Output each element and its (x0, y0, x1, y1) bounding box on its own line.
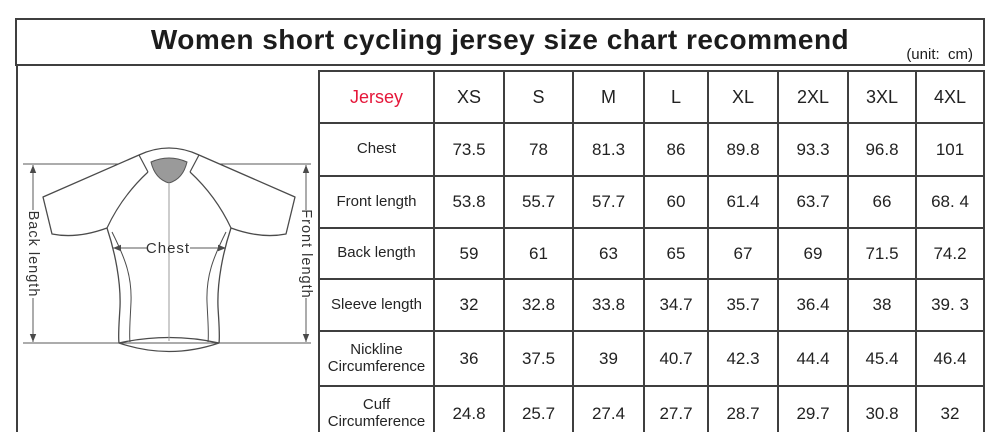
side-panel-seams (111, 231, 227, 343)
value-cell: 30.8 (847, 385, 917, 432)
value-cell: 39 (572, 330, 645, 387)
unit-note: (unit: cm) (906, 46, 973, 63)
value-cell: 78 (503, 122, 574, 177)
jersey-measurement-diagram: Back length Front length Chest (23, 147, 314, 353)
value-cell: 36.4 (777, 278, 849, 332)
value-cell: 37.5 (503, 330, 574, 387)
value-cell: 67 (707, 227, 779, 280)
page-title: Women short cycling jersey size chart re… (150, 24, 850, 55)
left-border-line (16, 64, 18, 432)
value-cell: 89.8 (707, 122, 779, 177)
size-header-s: S (503, 70, 574, 124)
size-header-xs: XS (433, 70, 505, 124)
front-length-label: Front length (298, 209, 314, 298)
value-cell: 65 (643, 227, 709, 280)
row-label: Back length (318, 227, 435, 280)
value-cell: 61 (503, 227, 574, 280)
title-box: Women short cycling jersey size chart re… (15, 18, 985, 66)
value-cell: 68. 4 (915, 175, 985, 229)
value-cell: 38 (847, 278, 917, 332)
table-row-front-length: Front length 53.8 55.7 57.7 60 61.4 63.7… (318, 175, 985, 229)
value-cell: 27.4 (572, 385, 645, 432)
chest-label: Chest (146, 240, 190, 257)
table-corner-label: Jersey (318, 70, 435, 124)
raglan-seams (106, 171, 232, 229)
value-cell: 93.3 (777, 122, 849, 177)
row-label: Front length (318, 175, 435, 229)
value-cell: 32.8 (503, 278, 574, 332)
value-cell: 45.4 (847, 330, 917, 387)
table-row-cuff-circumference: Cuff Circumference 24.8 25.7 27.4 27.7 2… (318, 385, 985, 432)
table-row-back-length: Back length 59 61 63 65 67 69 71.5 74.2 (318, 227, 985, 280)
row-label: Chest (318, 122, 435, 177)
table-row-chest: Chest 73.5 78 81.3 86 89.8 93.3 96.8 101 (318, 122, 985, 177)
value-cell: 73.5 (433, 122, 505, 177)
value-cell: 71.5 (847, 227, 917, 280)
value-cell: 39. 3 (915, 278, 985, 332)
value-cell: 61.4 (707, 175, 779, 229)
value-cell: 57.7 (572, 175, 645, 229)
value-cell: 32 (433, 278, 505, 332)
value-cell: 60 (643, 175, 709, 229)
value-cell: 36 (433, 330, 505, 387)
value-cell: 74.2 (915, 227, 985, 280)
size-header-m: M (572, 70, 645, 124)
row-label: Nickline Circumference (318, 330, 435, 387)
value-cell: 46.4 (915, 330, 985, 387)
size-header-4xl: 4XL (915, 70, 985, 124)
value-cell: 24.8 (433, 385, 505, 432)
table-header-row: Jersey XS S M L XL 2XL 3XL 4XL (318, 70, 985, 124)
value-cell: 66 (847, 175, 917, 229)
value-cell: 40.7 (643, 330, 709, 387)
value-cell: 101 (915, 122, 985, 177)
value-cell: 34.7 (643, 278, 709, 332)
hem-curve (118, 342, 220, 353)
row-label: Sleeve length (318, 278, 435, 332)
value-cell: 27.7 (643, 385, 709, 432)
value-cell: 44.4 (777, 330, 849, 387)
value-cell: 96.8 (847, 122, 917, 177)
value-cell: 55.7 (503, 175, 574, 229)
collar-seams (138, 154, 200, 173)
collar-inner-icon (150, 157, 188, 184)
value-cell: 81.3 (572, 122, 645, 177)
value-cell: 69 (777, 227, 849, 280)
value-cell: 29.7 (777, 385, 849, 432)
table-row-sleeve-length: Sleeve length 32 32.8 33.8 34.7 35.7 36.… (318, 278, 985, 332)
value-cell: 63 (572, 227, 645, 280)
value-cell: 63.7 (777, 175, 849, 229)
back-length-label: Back length (25, 211, 41, 298)
row-label: Cuff Circumference (318, 385, 435, 432)
size-header-l: L (643, 70, 709, 124)
size-header-3xl: 3XL (847, 70, 917, 124)
value-cell: 35.7 (707, 278, 779, 332)
table-row-nickline-circumference: Nickline Circumference 36 37.5 39 40.7 4… (318, 330, 985, 387)
value-cell: 42.3 (707, 330, 779, 387)
size-header-2xl: 2XL (777, 70, 849, 124)
size-table: Jersey XS S M L XL 2XL 3XL 4XL Chest 73.… (318, 70, 985, 432)
value-cell: 53.8 (433, 175, 505, 229)
value-cell: 33.8 (572, 278, 645, 332)
value-cell: 86 (643, 122, 709, 177)
value-cell: 32 (915, 385, 985, 432)
value-cell: 25.7 (503, 385, 574, 432)
size-header-xl: XL (707, 70, 779, 124)
value-cell: 28.7 (707, 385, 779, 432)
value-cell: 59 (433, 227, 505, 280)
